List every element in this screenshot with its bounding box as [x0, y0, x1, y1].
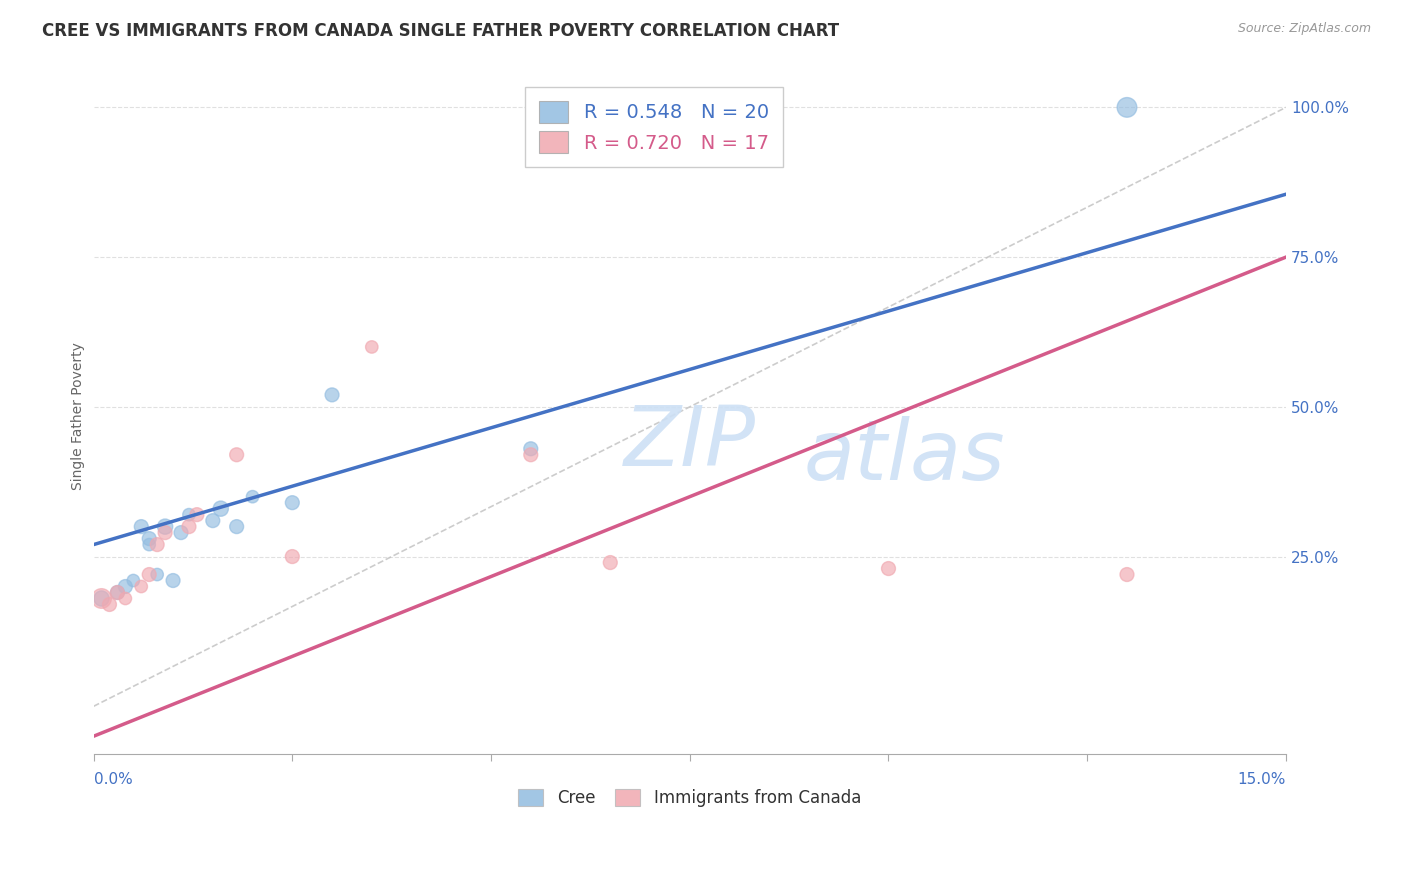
Point [129, 519, 152, 533]
Point [177, 519, 200, 533]
Point [1116, 567, 1139, 582]
Point [98, 598, 121, 612]
Point [146, 538, 169, 552]
Point [520, 442, 543, 456]
Point [877, 561, 900, 575]
Point [129, 580, 152, 594]
Point [201, 514, 224, 528]
Point [107, 585, 129, 599]
Point [170, 525, 193, 540]
Text: Source: ZipAtlas.com: Source: ZipAtlas.com [1237, 22, 1371, 36]
Text: 15.0%: 15.0% [1237, 772, 1286, 787]
Point [281, 549, 304, 564]
Point [153, 525, 176, 540]
Text: CREE VS IMMIGRANTS FROM CANADA SINGLE FATHER POVERTY CORRELATION CHART: CREE VS IMMIGRANTS FROM CANADA SINGLE FA… [42, 22, 839, 40]
Point [153, 519, 176, 533]
Point [225, 448, 247, 462]
Point [114, 591, 136, 606]
Point [177, 508, 200, 522]
Point [138, 567, 160, 582]
Point [107, 585, 129, 599]
Point [360, 340, 382, 354]
Point [281, 496, 304, 510]
Point [209, 501, 232, 516]
Text: atlas: atlas [804, 416, 1005, 497]
Point [242, 490, 264, 504]
Point [321, 388, 343, 402]
Point [225, 519, 247, 533]
Point [138, 532, 160, 546]
Point [162, 574, 184, 588]
Point [520, 448, 543, 462]
Legend: Cree, Immigrants from Canada: Cree, Immigrants from Canada [512, 782, 868, 814]
Point [1116, 100, 1139, 114]
Text: 0.0%: 0.0% [94, 772, 132, 787]
Y-axis label: Single Father Poverty: Single Father Poverty [72, 342, 86, 490]
Point [186, 508, 208, 522]
Point [114, 580, 136, 594]
Point [146, 567, 169, 582]
Point [599, 556, 621, 570]
Point [90, 591, 112, 606]
Point [90, 591, 112, 606]
Point [122, 574, 145, 588]
Text: ZIP: ZIP [624, 402, 756, 483]
Point [138, 538, 160, 552]
